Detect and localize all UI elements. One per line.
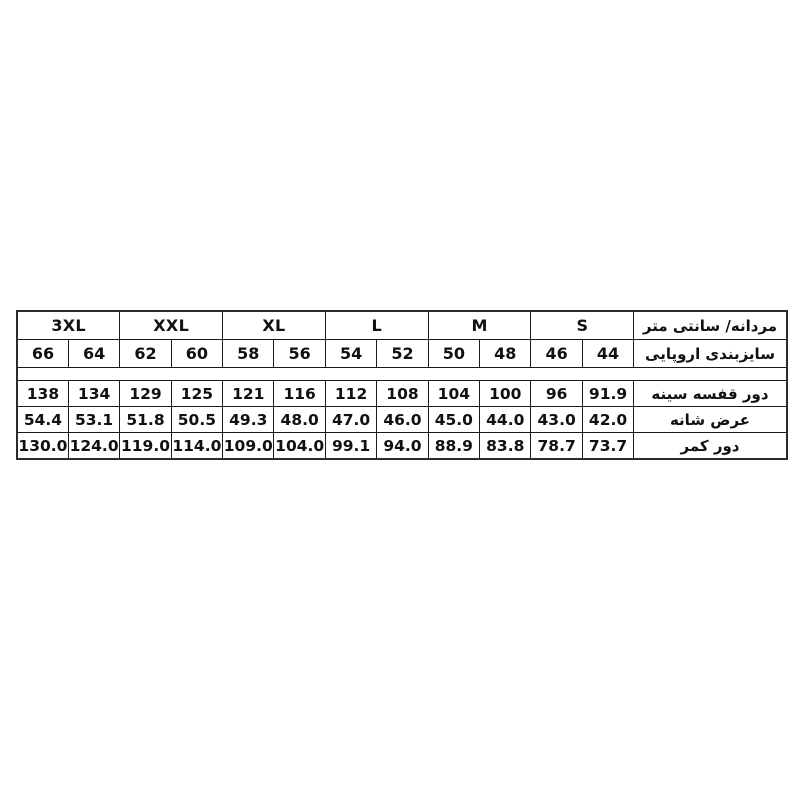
measurement-cell: 48.0 [273,406,326,433]
measurement-cell: 50.5 [170,406,224,433]
measurement-cell: 114.0 [170,432,224,460]
measurement-cell: 108 [376,380,429,407]
euro-size-cell: 64 [67,339,121,368]
row-label-shoulder: عرض شانه [633,406,788,433]
measurement-cell: 44.0 [479,406,532,433]
row-label-unit: مردانه/ سانتی متر [633,310,788,340]
euro-size-cell: 56 [273,339,326,368]
table-row: 138 134 129 125 121 116 112 108 104 100 … [16,380,788,407]
measurement-cell: 46.0 [376,406,429,433]
measurement-cell: 130.0 [16,432,69,460]
measurement-cell: 138 [16,380,69,407]
measurement-cell: 124.0 [67,432,121,460]
row-label-chest: دور قفسه سینه [633,380,788,407]
table-row: 54.4 53.1 51.8 50.5 49.3 48.0 47.0 46.0 … [16,406,788,433]
table-body: 3XL XXL XL L M S مردانه/ سانتی متر 66 64… [16,310,788,460]
size-group-cell-xl: XL [222,310,326,340]
size-group-cell-s: S [530,310,635,340]
measurement-cell: 104.0 [273,432,326,460]
size-chart-container: 3XL XXL XL L M S مردانه/ سانتی متر 66 64… [16,310,788,460]
measurement-cell: 54.4 [16,406,69,433]
measurement-cell: 129 [119,380,172,407]
euro-size-cell: 50 [427,339,481,368]
row-label-waist: دور کمر [633,432,788,460]
euro-size-cell: 54 [324,339,378,368]
measurement-cell: 100 [479,380,532,407]
measurement-cell: 94.0 [376,432,429,460]
euro-size-cell: 60 [170,339,224,368]
euro-size-cell: 66 [16,339,69,368]
measurement-cell: 45.0 [427,406,481,433]
measurement-cell: 42.0 [581,406,635,433]
euro-size-cell: 52 [376,339,429,368]
size-group-cell-l: L [324,310,429,340]
measurement-cell: 112 [324,380,378,407]
spacer-cell [16,367,788,381]
measurement-cell: 53.1 [67,406,121,433]
euro-size-cell: 58 [222,339,275,368]
measurement-cell: 91.9 [581,380,635,407]
euro-size-cell: 48 [479,339,532,368]
euro-size-cell: 62 [119,339,172,368]
measurement-cell: 104 [427,380,481,407]
row-label-euro-sizing: سایزبندی اروپایی [633,339,788,368]
measurement-cell: 88.9 [427,432,481,460]
measurement-cell: 49.3 [222,406,275,433]
table-row: 130.0 124.0 119.0 114.0 109.0 104.0 99.1… [16,432,788,460]
measurement-cell: 125 [170,380,224,407]
measurement-cell: 116 [273,380,326,407]
measurement-cell: 119.0 [119,432,172,460]
euro-size-cell: 46 [530,339,583,368]
measurement-cell: 51.8 [119,406,172,433]
measurement-cell: 43.0 [530,406,583,433]
measurement-cell: 134 [67,380,121,407]
measurement-cell: 109.0 [222,432,275,460]
measurement-cell: 78.7 [530,432,583,460]
table-row-size-groups: 3XL XXL XL L M S مردانه/ سانتی متر [16,310,788,340]
measurement-cell: 83.8 [479,432,532,460]
euro-size-cell: 44 [581,339,635,368]
measurement-cell: 96 [530,380,583,407]
measurement-cell: 47.0 [324,406,378,433]
size-group-cell-3xl: 3XL [16,310,121,340]
size-chart-table: 3XL XXL XL L M S مردانه/ سانتی متر 66 64… [16,310,788,460]
measurement-cell: 73.7 [581,432,635,460]
table-row-spacer [16,367,788,381]
size-group-cell-m: M [427,310,532,340]
table-row-euro-sizes: 66 64 62 60 58 56 54 52 50 48 46 44 سایز… [16,339,788,368]
size-group-cell-xxl: XXL [119,310,224,340]
measurement-cell: 99.1 [324,432,378,460]
measurement-cell: 121 [222,380,275,407]
